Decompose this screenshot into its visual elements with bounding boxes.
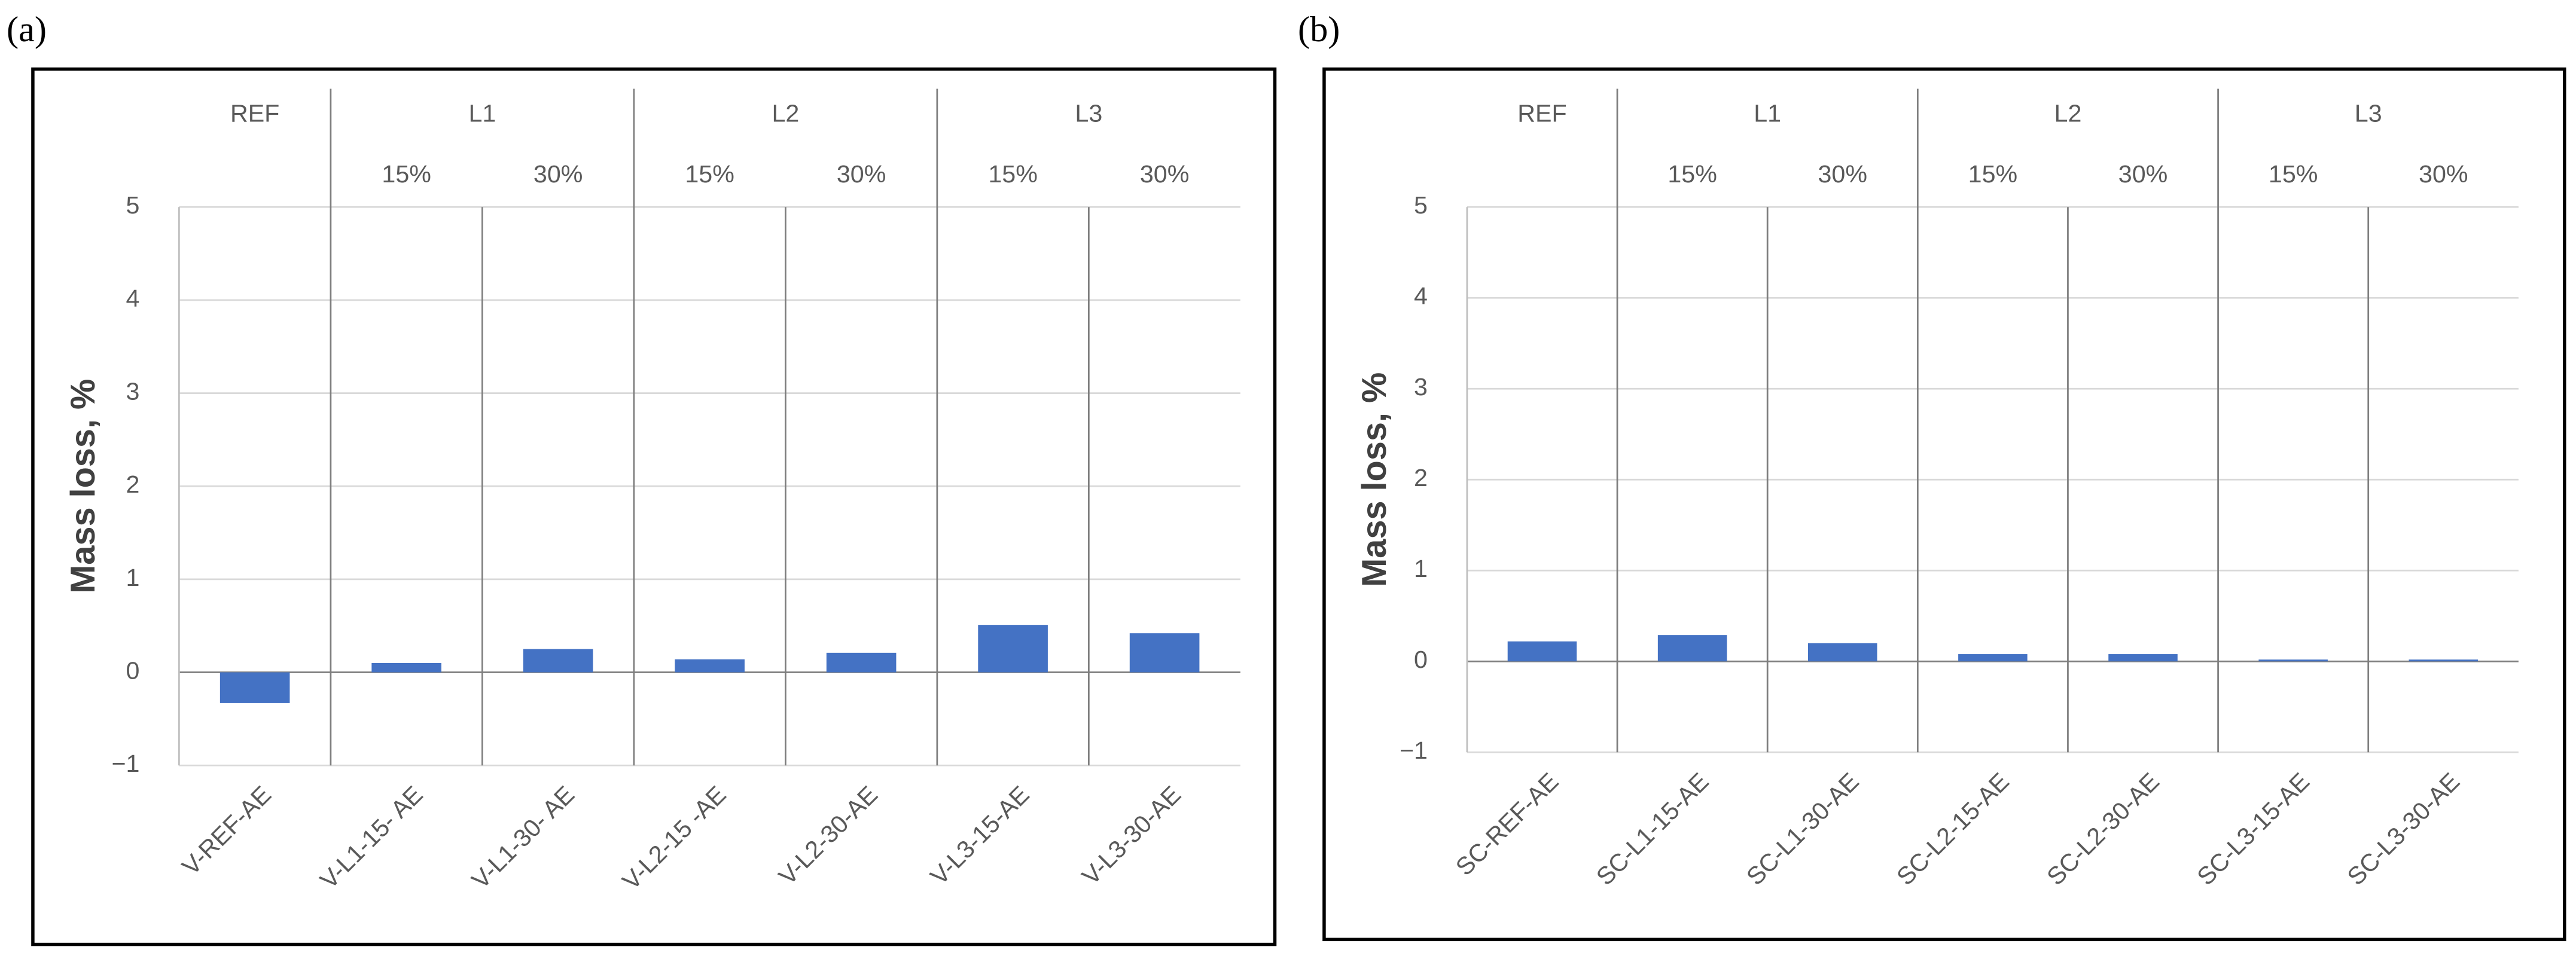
y-tick-label: 4 [1414,282,1428,310]
bar [1958,654,2028,662]
x-tick-label: SC-L1-30-AE [1741,768,1864,891]
bar [675,659,745,673]
group-label: L2 [772,99,799,127]
subgroup-label: 15% [685,160,734,188]
x-tick-label: V-L1-30- AE [467,781,580,894]
y-tick-label: −1 [112,750,140,777]
x-tick-label: SC-REF-AE [1450,768,1563,881]
group-label: REF [230,99,279,127]
group-label: L3 [2355,99,2382,127]
subgroup-label: 30% [1140,160,1189,188]
x-tick-label: SC-L1-15-AE [1591,768,1714,891]
y-tick-label: 2 [126,471,140,498]
y-tick-label: 5 [1414,191,1428,219]
subgroup-label: 30% [2118,160,2168,188]
x-tick-label: V-L2-15 -AE [617,781,731,895]
subgroup-label: 30% [1818,160,1867,188]
y-tick-label: −1 [1400,737,1428,764]
y-tick-label: 3 [126,377,140,405]
panel-frame [31,67,1277,946]
x-tick-label: SC-L2-15-AE [1891,768,2014,891]
group-label: REF [1517,99,1566,127]
x-tick-label: V-L3-15-AE [925,781,1035,890]
subgroup-label: 15% [988,160,1037,188]
x-tick-label: V-L1-15- AE [315,781,428,894]
group-label: L2 [2054,99,2082,127]
x-tick-label: SC-L3-15-AE [2191,768,2315,891]
bar [1807,643,1877,662]
y-tick-label: 1 [1414,555,1428,582]
group-label: L3 [1075,99,1102,127]
subgroup-label: 30% [837,160,886,188]
panel-label: (b) [1298,10,1340,50]
y-axis-label: Mass loss, % [1355,372,1394,587]
bar [2409,659,2479,662]
y-tick-label: 4 [126,285,140,312]
y-tick-label: 1 [126,564,140,591]
panel-frame [1322,67,2566,942]
x-tick-label: SC-L2-30-AE [2041,768,2165,891]
bar [371,662,441,673]
subgroup-label: 15% [1667,160,1717,188]
bar [1507,641,1577,662]
x-tick-label: V-L2-30-AE [773,781,883,890]
x-tick-label: SC-L3-30-AE [2342,768,2465,891]
subgroup-label: 15% [1968,160,2017,188]
bar [523,649,593,673]
x-tick-label: V-REF-AE [176,781,276,881]
subgroup-label: 30% [534,160,583,188]
subgroup-label: 30% [2419,160,2468,188]
subgroup-label: 15% [382,160,431,188]
bar [220,672,290,703]
bar [1129,633,1200,673]
y-tick-label: 0 [1414,646,1428,673]
bar [826,652,897,673]
subgroup-label: 15% [2269,160,2318,188]
bar [978,625,1048,673]
y-tick-label: 2 [1414,464,1428,491]
y-axis-label: Mass loss, % [64,379,102,594]
panel-label: (a) [7,10,47,50]
bar [2258,659,2328,662]
bar [1657,635,1727,662]
group-label: L1 [468,99,496,127]
y-tick-label: 5 [126,191,140,219]
bar [2108,654,2178,662]
x-tick-label: V-L3-30-AE [1077,781,1186,890]
y-tick-label: 3 [1414,373,1428,401]
group-label: L1 [1754,99,1781,127]
y-tick-label: 0 [126,656,140,684]
